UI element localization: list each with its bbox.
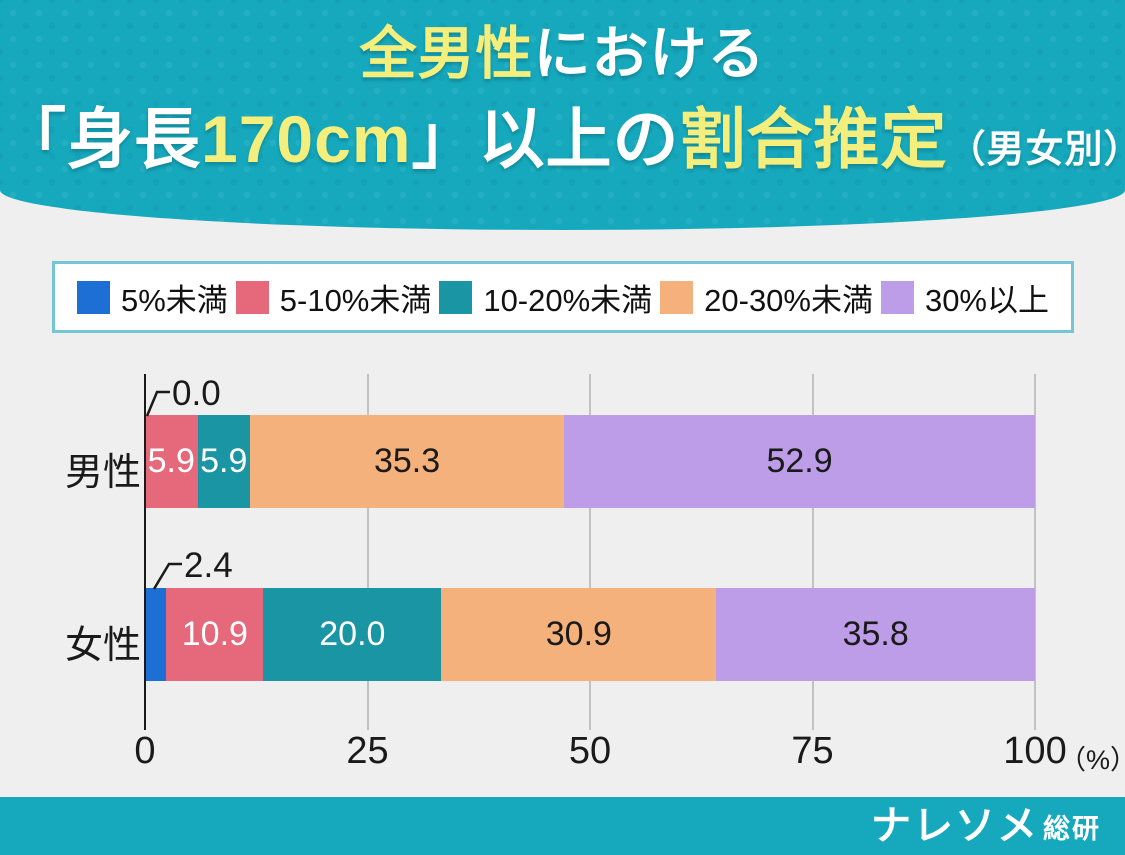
legend-item: 30%以上	[880, 275, 1049, 320]
title-segment: 」以上の	[411, 102, 680, 176]
page-title-line-2: 「身長170cm」以上の割合推定（男女別）	[0, 102, 1125, 178]
legend-item: 5%未満	[77, 275, 228, 320]
y-axis-line	[144, 374, 146, 730]
gridline	[366, 374, 369, 730]
x-tick-label: 50	[568, 730, 612, 772]
bar-value-label: 20.0	[319, 615, 386, 653]
legend: 5%未満 5-10%未満 10-20%未満 20-30%未満 30%以上	[52, 261, 1074, 333]
bar-value-label: 35.8	[842, 615, 909, 653]
legend-swatch	[439, 280, 473, 314]
title-segment: 割合推定	[679, 102, 948, 176]
category-label-female: 女性	[64, 625, 141, 667]
legend-label: 10-20%未満	[483, 282, 653, 318]
brand-logo-sub: 総研	[1043, 813, 1101, 844]
legend-item: 10-20%未満	[439, 275, 652, 320]
bar-segment: 5.9	[197, 415, 250, 508]
bar-segment: 5.9	[145, 415, 198, 508]
bar-value-label: 35.3	[373, 442, 441, 480]
legend-swatch	[880, 280, 914, 314]
gridline	[589, 374, 591, 730]
leader-line-male	[145, 390, 170, 417]
title-segment: 170cm	[201, 102, 412, 176]
stacked-bar-chart: 5.9 5.9 35.3 52.9 10.9 20.0 30.9 35.8 0.0 2.4 …	[134, 374, 1125, 775]
annotation-male-blue-value: 0.0	[172, 374, 221, 413]
x-tick-label: 75	[791, 730, 834, 772]
bar-value-label: 10.9	[181, 615, 248, 653]
bar-segment: 52.9	[564, 415, 1035, 508]
x-axis-unit-label: （%）	[1059, 745, 1125, 775]
legend-swatch	[660, 280, 694, 314]
gridline	[1034, 374, 1036, 730]
legend-label: 20-30%未満	[704, 282, 873, 318]
bar-segment	[145, 588, 167, 681]
brand-logo-main: ナレソメ	[871, 804, 1039, 848]
bar-value-label: 5.9	[147, 442, 195, 480]
x-tick-label: 100	[1003, 730, 1067, 772]
bar-male: 5.9 5.9 35.3 52.9	[145, 415, 1035, 508]
title-segment: （男女別）	[947, 129, 1125, 171]
bar-value-label: 30.9	[545, 615, 612, 653]
title-segment: 「身長	[0, 102, 201, 176]
annotation-female-blue-value: 2.4	[184, 546, 233, 585]
legend-swatch	[77, 280, 110, 314]
bar-female: 10.9 20.0 30.9 35.8	[145, 588, 1035, 681]
category-label-male: 男性	[64, 452, 141, 494]
gridline	[811, 374, 814, 730]
bar-segment: 10.9	[166, 588, 264, 681]
header-banner: 全男性における 「身長170cm」以上の割合推定（男女別）	[0, 0, 1125, 230]
bar-value-label: 5.9	[200, 442, 248, 480]
legend-swatch	[235, 280, 269, 314]
bar-segment: 20.0	[263, 588, 442, 681]
bar-segment: 35.8	[716, 588, 1035, 681]
bar-segment: 35.3	[250, 415, 565, 508]
legend-item: 5-10%未満	[235, 275, 432, 320]
title-segment: 全男性	[359, 22, 534, 86]
legend-label: 5%未満	[121, 282, 228, 318]
bar-value-label: 52.9	[766, 442, 833, 480]
brand-logo: ナレソメ 総研	[871, 797, 1101, 855]
legend-label: 30%以上	[924, 282, 1049, 318]
x-tick-label: 25	[346, 730, 389, 772]
x-tick-label: 0	[134, 730, 156, 772]
page-title-line-1: 全男性における	[0, 22, 1125, 88]
bar-segment: 30.9	[441, 588, 717, 681]
footer-banner: ナレソメ 総研	[0, 797, 1125, 855]
leader-line-female	[152, 562, 182, 590]
legend-label: 5-10%未満	[279, 282, 432, 318]
legend-item: 20-30%未満	[660, 275, 873, 320]
title-segment: における	[533, 22, 766, 86]
